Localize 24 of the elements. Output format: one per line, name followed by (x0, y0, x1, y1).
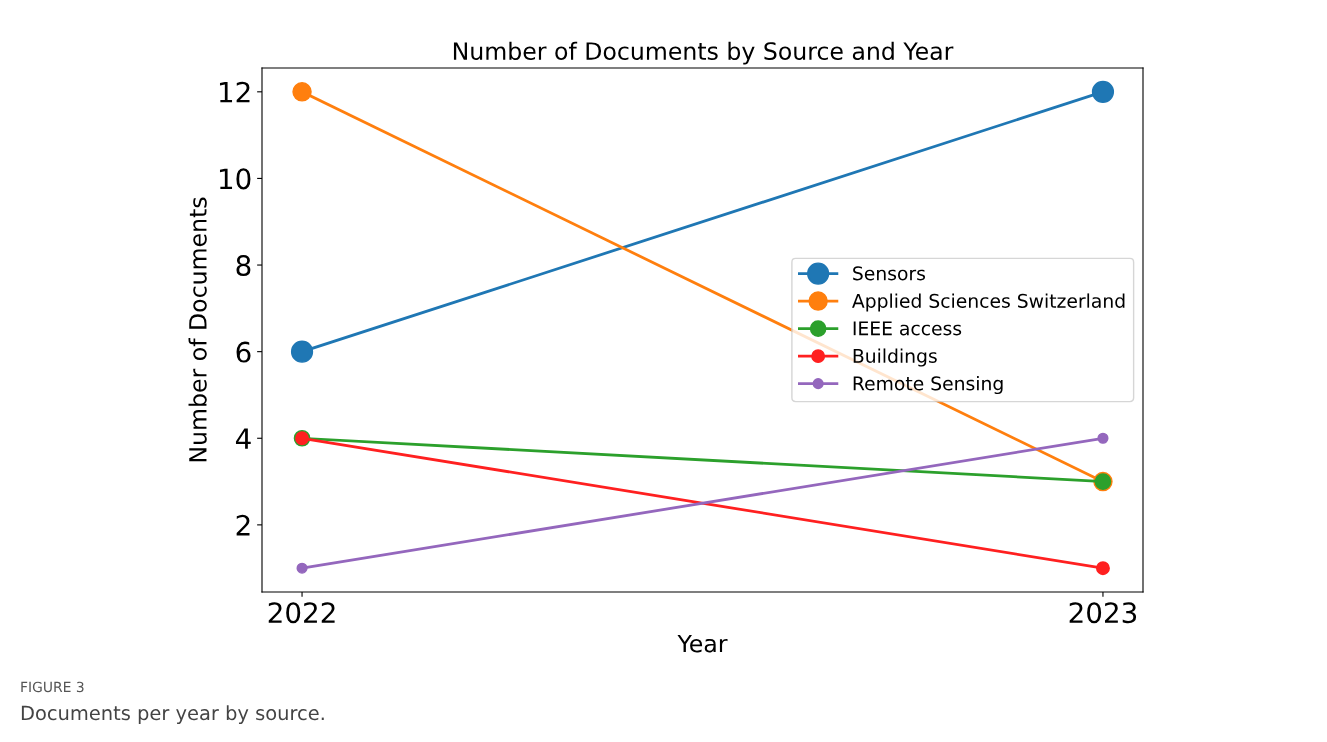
y-tick-label: 10 (219, 168, 251, 190)
caption: FIGURE 3 (21, 681, 84, 693)
x-axis-title: Year (677, 634, 728, 653)
point (1097, 432, 1109, 444)
point (292, 82, 312, 102)
legend-label: Applied Sciences Switzerland (852, 293, 1125, 312)
y-tick-label: 8 (236, 254, 251, 276)
y-tick-label: 2 (236, 514, 250, 536)
y-tick-label: 4 (235, 428, 251, 449)
text: Documents per year by source. (21, 705, 324, 725)
legend-label: Sensors (853, 266, 926, 281)
point (290, 340, 314, 363)
point (296, 562, 308, 574)
x-tick-label: 2023 (1069, 602, 1137, 624)
legend-label: IEEE access (853, 321, 962, 336)
point (1096, 561, 1110, 576)
legend-label: Remote Sensing (853, 375, 1003, 395)
y-tick-label: 12 (219, 81, 250, 103)
legend-label: Buildings (853, 348, 937, 367)
x-tick-label: 2022 (268, 602, 335, 624)
point (1091, 80, 1115, 103)
y-tick-label: 6 (236, 341, 251, 363)
y-axis-title: Number of Documents (188, 197, 207, 462)
chart-title: Number of Documents by Source and Year (453, 41, 954, 65)
